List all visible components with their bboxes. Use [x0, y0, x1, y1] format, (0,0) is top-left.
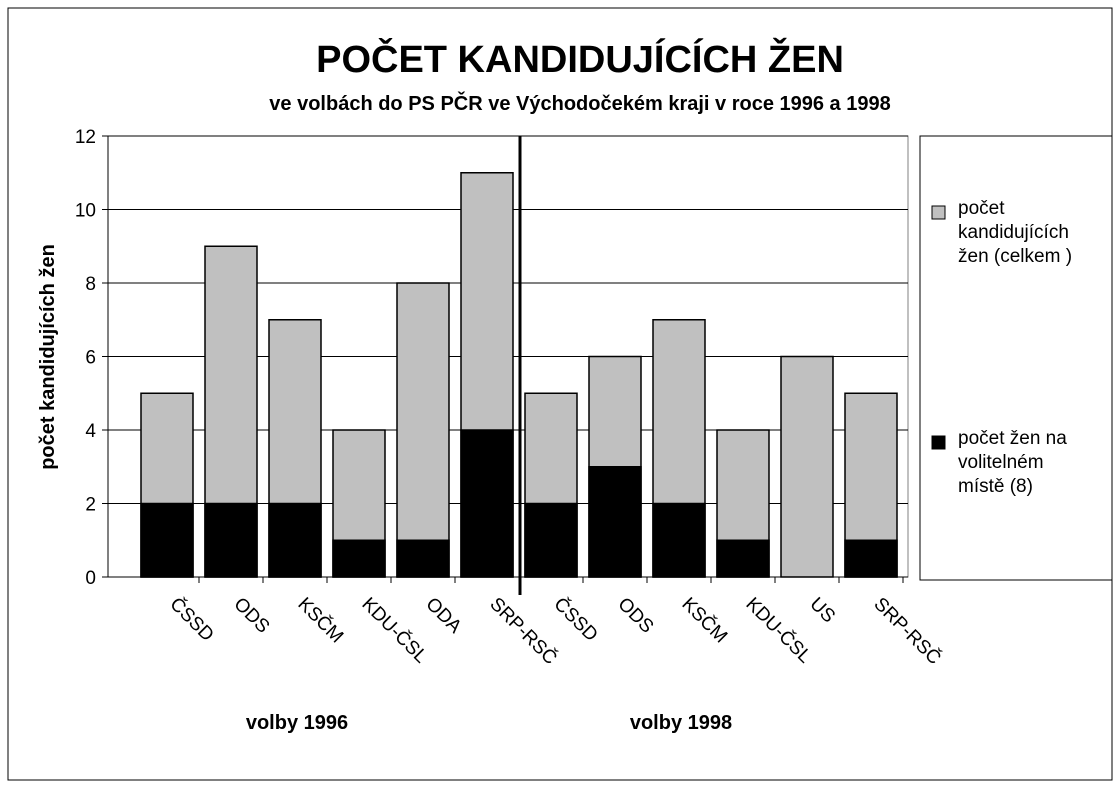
group-label: volby 1998	[630, 712, 732, 734]
legend-label: počet kandidujících žen (celkem )	[958, 198, 1073, 267]
legend-label: počet žen na volitelném místě (8)	[958, 428, 1067, 497]
bar	[396, 539, 450, 578]
bar	[844, 539, 898, 578]
legend-swatch	[931, 435, 946, 450]
bar	[332, 539, 386, 578]
bar	[716, 539, 770, 578]
y-tick-label: 2	[85, 495, 96, 516]
legend-swatch	[931, 205, 946, 220]
bar	[204, 502, 258, 578]
y-tick-label: 6	[85, 348, 96, 369]
y-tick-label: 4	[85, 421, 96, 442]
bar	[460, 429, 514, 578]
y-tick-label: 0	[85, 568, 96, 589]
bar	[652, 502, 706, 578]
y-tick-label: 10	[75, 201, 96, 222]
group-label: volby 1996	[246, 712, 348, 734]
y-tick-label: 12	[75, 127, 96, 148]
bar	[524, 502, 578, 578]
bar	[396, 282, 450, 578]
chart-subtitle: ve volbách do PS PČR ve Východočekém kra…	[269, 91, 890, 115]
bar	[140, 502, 194, 578]
legend-box	[919, 135, 1113, 581]
y-axis-label: počet kandidujících žen	[37, 244, 59, 470]
bar	[780, 355, 834, 578]
bar	[588, 466, 642, 578]
chart-title: POČET KANDIDUJÍCÍCH ŽEN	[316, 36, 844, 81]
bar	[268, 502, 322, 578]
y-tick-label: 8	[85, 274, 96, 295]
